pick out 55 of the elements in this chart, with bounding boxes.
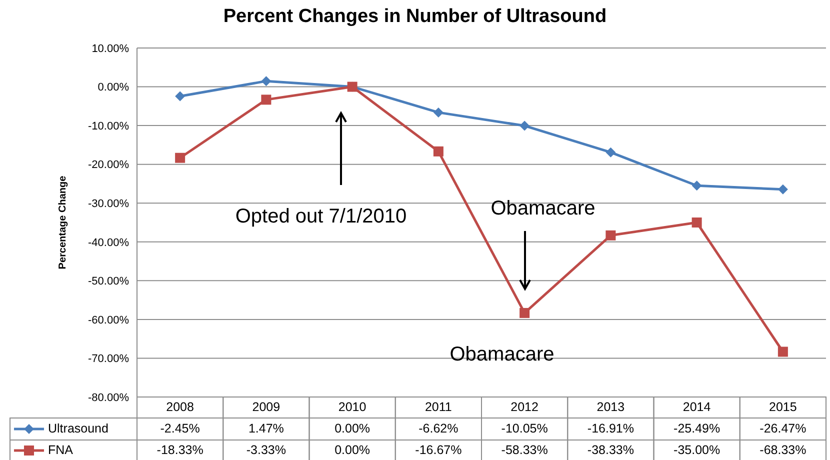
data-label: -68.33% bbox=[760, 442, 806, 457]
data-label: -3.33% bbox=[246, 442, 286, 457]
y-tick-label: 10.00% bbox=[92, 42, 130, 55]
data-label: 1.47% bbox=[248, 421, 284, 436]
y-tick-label: -40.00% bbox=[88, 236, 130, 249]
x-tick-label: 2015 bbox=[769, 400, 797, 414]
data-label: -2.45% bbox=[160, 421, 200, 436]
y-tick-label: -60.00% bbox=[88, 314, 130, 326]
data-label: -35.00% bbox=[674, 442, 720, 457]
point bbox=[175, 152, 186, 163]
y-tick-label: -70.00% bbox=[88, 353, 130, 366]
chart-title: Percent Changes in Number of Ultrasound bbox=[222, 6, 608, 28]
legend-label: FNA bbox=[48, 442, 74, 457]
data-label: 0.00% bbox=[334, 442, 370, 457]
point bbox=[261, 76, 272, 86]
point bbox=[433, 107, 444, 118]
y-tick-label: 0.00% bbox=[98, 82, 130, 94]
y-tick-label: -80.00% bbox=[88, 392, 130, 404]
data-label: -58.33% bbox=[501, 442, 548, 457]
point bbox=[520, 120, 530, 131]
point bbox=[778, 346, 788, 357]
y-tick-label: -20.00% bbox=[88, 159, 130, 172]
data-label: -6.62% bbox=[418, 421, 458, 436]
x-tick-label: 2009 bbox=[252, 400, 280, 414]
data-label: -38.33% bbox=[587, 442, 634, 457]
x-tick-label: 2012 bbox=[510, 400, 539, 414]
data-label: -16.67% bbox=[415, 442, 462, 457]
point bbox=[778, 184, 788, 194]
y-tick-label: -30.00% bbox=[88, 198, 130, 210]
data-label: -25.49% bbox=[674, 421, 720, 436]
y-axis-title: Percentage Change bbox=[58, 175, 69, 270]
x-tick-label: 2008 bbox=[166, 400, 194, 414]
point bbox=[692, 180, 702, 191]
data-label: -18.33% bbox=[156, 442, 204, 457]
x-tick-label: 2011 bbox=[424, 400, 452, 414]
point bbox=[606, 230, 616, 240]
point bbox=[261, 94, 272, 105]
x-tick-label: 2013 bbox=[596, 400, 625, 414]
x-tick-label: 2014 bbox=[682, 400, 711, 414]
point bbox=[606, 147, 616, 158]
annotation: Obamacare bbox=[490, 197, 596, 220]
y-tick-label: -50.00% bbox=[88, 276, 130, 288]
point bbox=[520, 308, 530, 318]
data-label: 0.00% bbox=[334, 421, 370, 436]
data-label: -26.47% bbox=[760, 421, 806, 436]
x-tick-label: 2010 bbox=[338, 400, 366, 414]
point bbox=[692, 218, 702, 228]
data-label: -16.91% bbox=[587, 421, 634, 436]
y-tick-label: -10.00% bbox=[88, 120, 130, 132]
point bbox=[175, 91, 186, 102]
point bbox=[433, 146, 444, 156]
annotation: Opted out 7/1/2010 bbox=[235, 205, 407, 228]
annotation: Obamacare bbox=[450, 343, 554, 366]
legend-label: Ultrasound bbox=[48, 421, 108, 436]
data-label: -10.05% bbox=[501, 421, 548, 436]
